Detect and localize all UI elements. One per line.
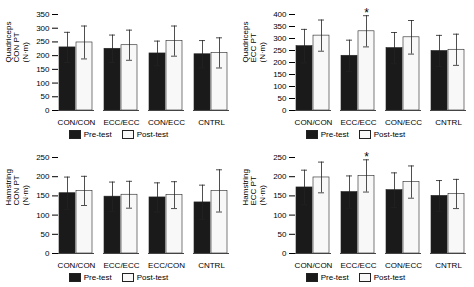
svg-text:CNTRL: CNTRL — [435, 261, 462, 270]
html-text:Pre-test: Pre-test — [320, 272, 349, 282]
svg-text:QuadricepsECC PT(N·m): QuadricepsECC PT(N·m) — [241, 22, 268, 63]
svg-text:50: 50 — [41, 92, 50, 101]
html-text:Pre-test: Pre-test — [83, 272, 112, 282]
svg-text:*: * — [364, 150, 369, 164]
svg-text:50: 50 — [278, 94, 287, 103]
svg-text:0: 0 — [45, 106, 50, 115]
svg-text:CON/CON: CON/CON — [295, 118, 333, 127]
svg-text:250: 250 — [36, 153, 50, 162]
html-text:Pre-test: Pre-test — [320, 129, 349, 139]
svg-text:200: 200 — [273, 172, 287, 181]
svg-text:400: 400 — [273, 10, 287, 19]
svg-text:ECC/ECC: ECC/ECC — [103, 118, 139, 127]
svg-text:100: 100 — [273, 211, 287, 220]
svg-text:300: 300 — [36, 24, 50, 33]
svg-text:350: 350 — [273, 22, 287, 31]
svg-text:CNTRL: CNTRL — [435, 118, 462, 127]
svg-text:ECC/ECC: ECC/ECC — [103, 261, 139, 270]
svg-text:ECC/CON: ECC/CON — [148, 261, 185, 270]
svg-text:100: 100 — [273, 82, 287, 91]
svg-text:CON/ECC: CON/ECC — [385, 261, 422, 270]
svg-text:50: 50 — [41, 230, 50, 239]
svg-text:CNTRL: CNTRL — [198, 118, 225, 127]
svg-text:100: 100 — [36, 79, 50, 88]
svg-text:350: 350 — [36, 10, 50, 19]
svg-text:0: 0 — [282, 106, 287, 115]
html-text:Post-test: Post-test — [136, 129, 169, 139]
svg-text:200: 200 — [273, 58, 287, 67]
svg-text:150: 150 — [273, 191, 287, 200]
svg-text:0: 0 — [45, 249, 50, 258]
svg-text:150: 150 — [36, 65, 50, 74]
svg-text:100: 100 — [36, 211, 50, 220]
html-text:Post-test: Post-test — [136, 272, 169, 282]
svg-text:0: 0 — [282, 249, 287, 258]
svg-text:150: 150 — [36, 191, 50, 200]
svg-text:150: 150 — [273, 70, 287, 79]
svg-text:HamstringCON PT(N·m): HamstringCON PT(N·m) — [4, 169, 31, 205]
svg-text:CON/CON: CON/CON — [58, 118, 96, 127]
html-text:Pre-test: Pre-test — [83, 129, 112, 139]
svg-text:250: 250 — [273, 153, 287, 162]
svg-text:200: 200 — [36, 172, 50, 181]
svg-text:200: 200 — [36, 51, 50, 60]
svg-text:CON/ECC: CON/ECC — [148, 118, 185, 127]
svg-text:ECC/ECC: ECC/ECC — [340, 261, 376, 270]
html-text:Post-test: Post-test — [373, 129, 406, 139]
svg-text:CON/ECC: CON/ECC — [385, 118, 422, 127]
svg-text:QuadricepsCON PT(N·m): QuadricepsCON PT(N·m) — [4, 22, 31, 63]
svg-text:*: * — [364, 6, 369, 20]
svg-text:CON/CON: CON/CON — [295, 261, 333, 270]
svg-text:CON/CON: CON/CON — [58, 261, 96, 270]
svg-text:HamstringECC PT(N·m): HamstringECC PT(N·m) — [241, 169, 268, 205]
svg-text:50: 50 — [278, 230, 287, 239]
html-text:Post-test: Post-test — [373, 272, 406, 282]
svg-text:250: 250 — [273, 46, 287, 55]
svg-text:250: 250 — [36, 37, 50, 46]
svg-text:300: 300 — [273, 34, 287, 43]
svg-text:CNTRL: CNTRL — [198, 261, 225, 270]
svg-text:ECC/ECC: ECC/ECC — [340, 118, 376, 127]
